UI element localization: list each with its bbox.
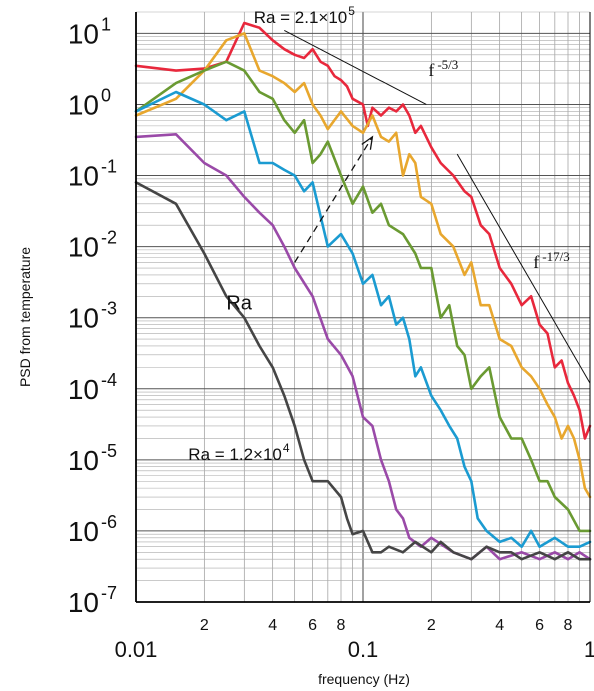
y-tick-exponent: -5 xyxy=(101,441,117,461)
y-tick-label: 10 xyxy=(68,18,99,49)
x-minor-tick-label: 4 xyxy=(268,617,277,634)
series-line-5 xyxy=(134,133,592,561)
slope-label-exponent-1: -5/3 xyxy=(437,57,458,72)
x-minor-tick-label: 6 xyxy=(535,617,544,634)
y-tick-exponent: -7 xyxy=(101,583,117,603)
ra-annotation-1: Ra = 2.1×10 xyxy=(254,8,348,27)
slope-label-exponent-2: -17/3 xyxy=(542,249,569,264)
series-line-1 xyxy=(134,21,592,440)
series-line-2 xyxy=(134,32,592,499)
y-tick-label: 10 xyxy=(68,374,99,405)
x-tick-label: 0.01 xyxy=(115,637,158,662)
x-minor-tick-label: 6 xyxy=(308,617,317,634)
ra-annotation-exponent-2: 4 xyxy=(283,441,290,455)
y-tick-exponent: -4 xyxy=(101,370,117,390)
x-tick-label: 1 xyxy=(584,637,594,662)
y-tick-exponent: -2 xyxy=(101,228,117,248)
y-tick-label: 10 xyxy=(68,89,99,120)
y-axis-label: PSD from temperature xyxy=(17,247,33,387)
x-tick-label: 0.1 xyxy=(348,637,379,662)
y-tick-label: 10 xyxy=(68,161,99,192)
series-line-4 xyxy=(134,90,592,548)
y-tick-label: 10 xyxy=(68,303,99,334)
y-tick-exponent: 1 xyxy=(101,14,111,34)
x-axis-label: frequency (Hz) xyxy=(318,671,410,687)
y-tick-label: 10 xyxy=(68,587,99,618)
series-line-6 xyxy=(134,181,592,561)
x-minor-tick-label: 8 xyxy=(564,617,573,634)
ra-arrow-label: Ra xyxy=(226,293,252,315)
y-tick-exponent: 0 xyxy=(101,85,111,105)
y-tick-exponent: -6 xyxy=(101,512,117,532)
x-minor-tick-label: 8 xyxy=(337,617,346,634)
x-minor-tick-label: 2 xyxy=(200,617,209,634)
ra-arrow-line xyxy=(294,136,373,263)
slope-line-2 xyxy=(456,153,591,384)
y-tick-label: 10 xyxy=(68,232,99,263)
y-tick-label: 10 xyxy=(68,516,99,547)
x-minor-tick-label: 2 xyxy=(427,617,436,634)
series-line-3 xyxy=(134,60,592,533)
y-tick-exponent: -1 xyxy=(101,157,117,177)
ra-arrow-head xyxy=(361,135,374,150)
x-minor-tick-label: 4 xyxy=(495,617,504,634)
ra-annotation-2: Ra = 1.2×10 xyxy=(188,445,282,464)
y-tick-label: 10 xyxy=(68,445,99,476)
grid xyxy=(135,11,590,603)
series-layer xyxy=(134,21,592,561)
slope-label-1: f xyxy=(428,60,434,80)
y-tick-exponent: -3 xyxy=(101,299,117,319)
slope-label-2: f xyxy=(533,252,539,272)
slope-line-1 xyxy=(284,30,427,105)
ra-annotation-exponent-1: 5 xyxy=(348,4,355,18)
